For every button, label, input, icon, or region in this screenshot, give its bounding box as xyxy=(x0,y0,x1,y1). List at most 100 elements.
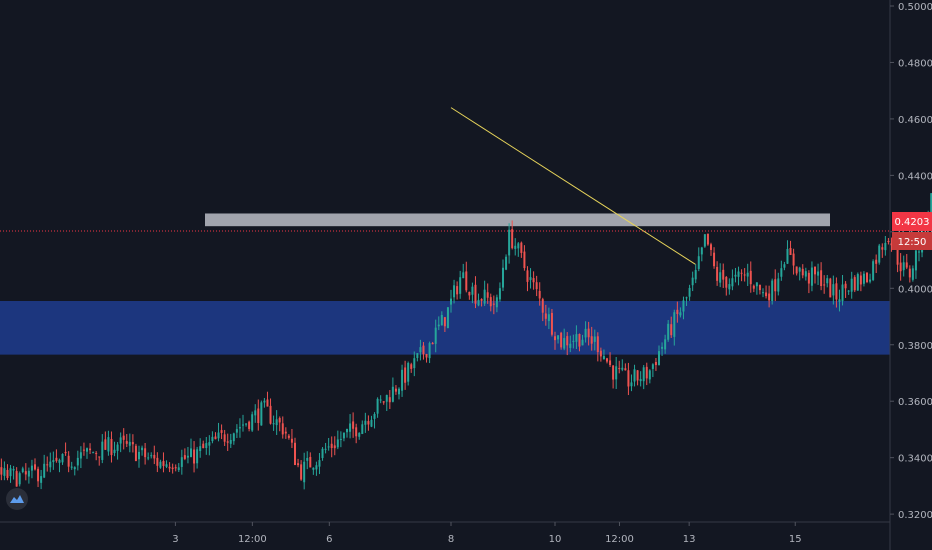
y-tick-label: 0.3800 xyxy=(898,341,932,352)
candle-body xyxy=(639,379,642,382)
candle-body xyxy=(43,463,46,478)
candle-body xyxy=(30,465,33,471)
candle-body xyxy=(131,442,134,445)
candle-body xyxy=(180,457,183,467)
candle-body xyxy=(263,400,266,403)
candle-body xyxy=(407,362,410,382)
candle-body xyxy=(737,271,740,277)
candle-body xyxy=(245,423,248,425)
candle-body xyxy=(590,336,593,344)
x-tick-label: 6 xyxy=(326,534,332,545)
candle-body xyxy=(547,314,550,322)
candle-body xyxy=(238,427,241,429)
candle-body xyxy=(113,449,116,454)
resistance-zone[interactable] xyxy=(205,213,830,227)
candle-body xyxy=(743,274,746,276)
candle-body xyxy=(710,244,712,250)
candle-body xyxy=(168,466,171,469)
candle-body xyxy=(820,270,823,287)
candle-body xyxy=(557,335,560,340)
candle-body xyxy=(324,448,327,450)
countdown-label: 12:50 xyxy=(898,237,927,248)
candle-body xyxy=(725,277,728,288)
candle-body xyxy=(566,336,569,346)
y-tick-label: 0.4800 xyxy=(898,58,932,69)
candle-body xyxy=(98,456,101,458)
candle-body xyxy=(6,469,9,478)
candle-body xyxy=(801,268,804,276)
candle-body xyxy=(12,468,15,471)
candle-body xyxy=(758,284,761,291)
candle-body xyxy=(275,419,278,426)
candle-body xyxy=(847,290,850,292)
candle-body xyxy=(269,405,272,424)
candle-body xyxy=(150,455,153,457)
candle-body xyxy=(703,234,706,247)
candle-body xyxy=(740,272,743,274)
candle-body xyxy=(153,454,156,459)
candle-body xyxy=(401,369,404,391)
candle-body xyxy=(235,429,238,433)
x-tick-label: 3 xyxy=(172,534,178,545)
candle-body xyxy=(159,461,162,468)
candle-body xyxy=(844,283,847,289)
axes xyxy=(0,0,891,550)
candle-body xyxy=(61,454,64,463)
candle-body xyxy=(489,297,492,307)
candle-body xyxy=(520,242,523,253)
candle-body xyxy=(572,340,575,342)
candle-body xyxy=(199,446,202,452)
candle-body xyxy=(431,342,434,345)
candle-body xyxy=(777,278,780,292)
candle-body xyxy=(817,271,820,276)
candle-body xyxy=(609,360,612,365)
candle-body xyxy=(774,279,777,292)
tradingview-logo[interactable] xyxy=(6,488,28,510)
candle-body xyxy=(248,421,251,429)
candle-body xyxy=(446,307,449,328)
y-tick-label: 0.3600 xyxy=(898,397,932,408)
y-tick-label: 0.5000 xyxy=(898,2,932,13)
candle-body xyxy=(563,338,566,349)
candle-body xyxy=(220,430,223,433)
candle-body xyxy=(823,284,826,286)
candle-body xyxy=(147,457,150,459)
candle-body xyxy=(73,467,76,470)
candle-body xyxy=(593,336,596,342)
candle-body xyxy=(838,299,841,302)
candle-body xyxy=(15,471,18,487)
candle-body xyxy=(829,278,832,298)
candle-body xyxy=(514,245,517,249)
candle-body xyxy=(95,453,98,455)
candle-body xyxy=(612,365,615,380)
candle-body xyxy=(642,367,645,382)
candle-body xyxy=(700,247,703,255)
candle-body xyxy=(456,286,459,295)
candle-body xyxy=(37,468,40,482)
candle-body xyxy=(177,467,180,471)
candle-body xyxy=(361,424,364,434)
candle-body xyxy=(682,300,685,312)
trendline[interactable] xyxy=(450,107,696,265)
candle-body xyxy=(544,313,547,319)
candle-body xyxy=(908,268,911,278)
candle-body xyxy=(278,418,281,423)
candle-body xyxy=(138,451,140,460)
candle-body xyxy=(688,287,691,297)
candle-body xyxy=(232,433,235,442)
candle-body xyxy=(667,323,670,340)
candle-body xyxy=(202,443,205,449)
price-axis[interactable]: 0.50000.48000.46000.44000.42000.40000.38… xyxy=(890,2,932,521)
candle-body xyxy=(437,324,440,327)
candle-body xyxy=(18,473,21,485)
candle-body xyxy=(517,243,520,249)
candle-body xyxy=(866,272,868,283)
candle-body xyxy=(502,267,504,288)
candle-body xyxy=(804,271,807,277)
candle-body xyxy=(205,443,208,449)
candle-body xyxy=(315,465,318,470)
candle-body xyxy=(636,370,639,381)
candle-body xyxy=(713,252,716,267)
